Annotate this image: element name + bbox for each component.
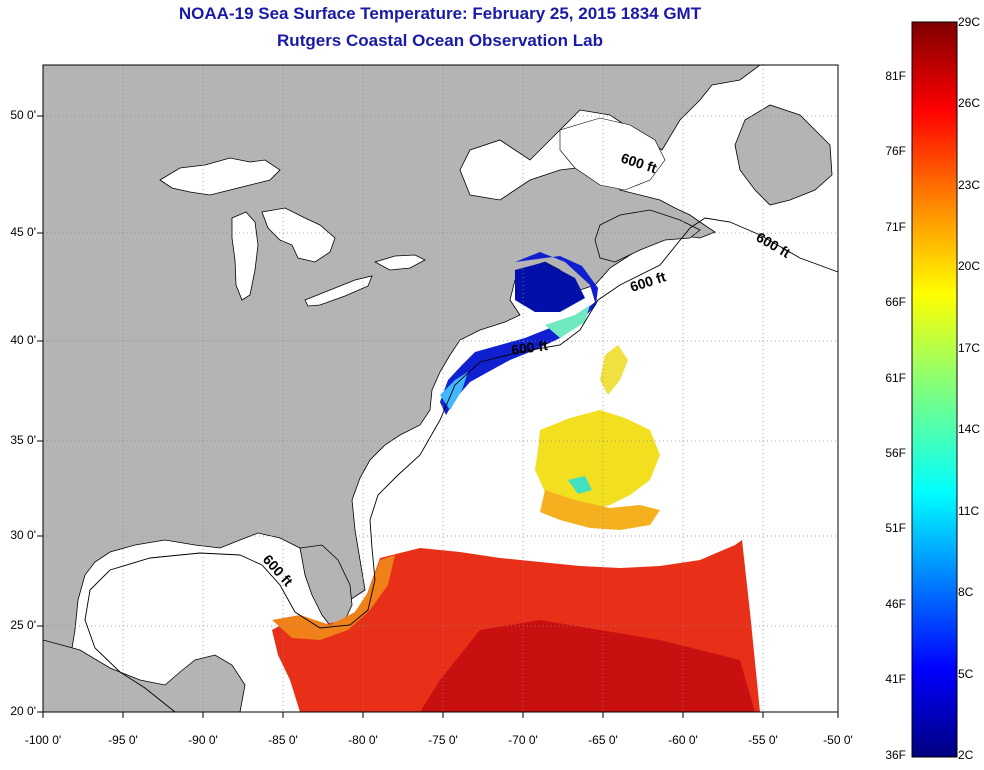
lat-label-30: 30 0' (10, 528, 36, 542)
colorbar-c-14: 14C (958, 422, 981, 436)
colorbar-f-71: 71F (885, 220, 906, 234)
lake-huron (261, 207, 336, 263)
lat-label-35: 35 0' (10, 433, 36, 447)
lon-label-70: -70 0' (508, 733, 538, 747)
lon-label-95: -95 0' (108, 733, 138, 747)
colorbar-f-66: 66F (885, 295, 906, 309)
land-newfoundland (734, 104, 833, 206)
land-nova-scotia (594, 209, 701, 263)
sst-yellow-plume (600, 345, 628, 395)
colorbar-f-36: 36F (885, 748, 906, 762)
map-title: NOAA-19 Sea Surface Temperature: Februar… (178, 4, 702, 23)
colorbar-c-20: 20C (958, 259, 981, 273)
colorbar-f-56: 56F (885, 446, 906, 460)
lon-label-60: -60 0' (668, 733, 698, 747)
colorbar-f-41: 41F (885, 672, 906, 686)
lon-label-55: -55 0' (748, 733, 778, 747)
colorbar-f-76: 76F (885, 144, 906, 158)
lat-label-45: 45 0' (10, 225, 36, 239)
colorbar-c-17: 17C (958, 341, 981, 355)
sst-orange-edge (272, 555, 395, 640)
lake-superior (159, 157, 281, 196)
colorbar-c-2: 2C (958, 748, 974, 762)
colorbar-c-23: 23C (958, 178, 981, 192)
lon-label-50: -50 0' (823, 733, 853, 747)
st-lawrence-gulf (559, 117, 666, 191)
sst-teal-shelf-2 (545, 305, 590, 338)
lat-label-20: 20 0' (10, 704, 36, 718)
lon-label-100: -100 0' (24, 733, 62, 747)
map-subtitle: Rutgers Coastal Ocean Observation Lab (277, 31, 603, 50)
colorbar-c-26: 26C (958, 96, 981, 110)
lat-label-50: 50 0' (10, 108, 36, 122)
colorbar-c-29: 29C (958, 15, 981, 29)
sst-red-core (420, 620, 755, 712)
sst-yellow-eddy (535, 410, 660, 510)
sst-cyan-patch (568, 476, 592, 494)
lon-label-90: -90 0' (188, 733, 218, 747)
sst-blue-core (515, 262, 585, 312)
colorbar-f-81: 81F (885, 69, 906, 83)
lat-label-25: 25 0' (10, 618, 36, 632)
lon-label-85: -85 0' (268, 733, 298, 747)
colorbar-f-61: 61F (885, 371, 906, 385)
land-yucatan (43, 639, 246, 712)
sst-teal-shelf (440, 372, 468, 410)
lon-label-65: -65 0' (588, 733, 618, 747)
colorbar-f-51: 51F (885, 521, 906, 535)
sst-cold-gulf-of-maine (440, 252, 598, 415)
isobath-label-4: 600 ft (510, 337, 549, 358)
sst-orange-eddy (540, 490, 660, 530)
colorbar-c-8: 8C (958, 585, 974, 599)
lon-label-75: -75 0' (428, 733, 458, 747)
lake-michigan (231, 211, 259, 301)
colorbar-c-11: 11C (958, 504, 980, 518)
lake-erie (304, 275, 373, 307)
lat-label-40: 40 0' (10, 333, 36, 347)
isobath-600ft (84, 217, 839, 713)
colorbar-f-46: 46F (885, 597, 906, 611)
colorbar-c-5: 5C (958, 667, 974, 681)
lon-label-80: -80 0' (348, 733, 378, 747)
lake-ontario (373, 254, 426, 271)
grid (43, 65, 838, 712)
colorbar (911, 21, 958, 758)
